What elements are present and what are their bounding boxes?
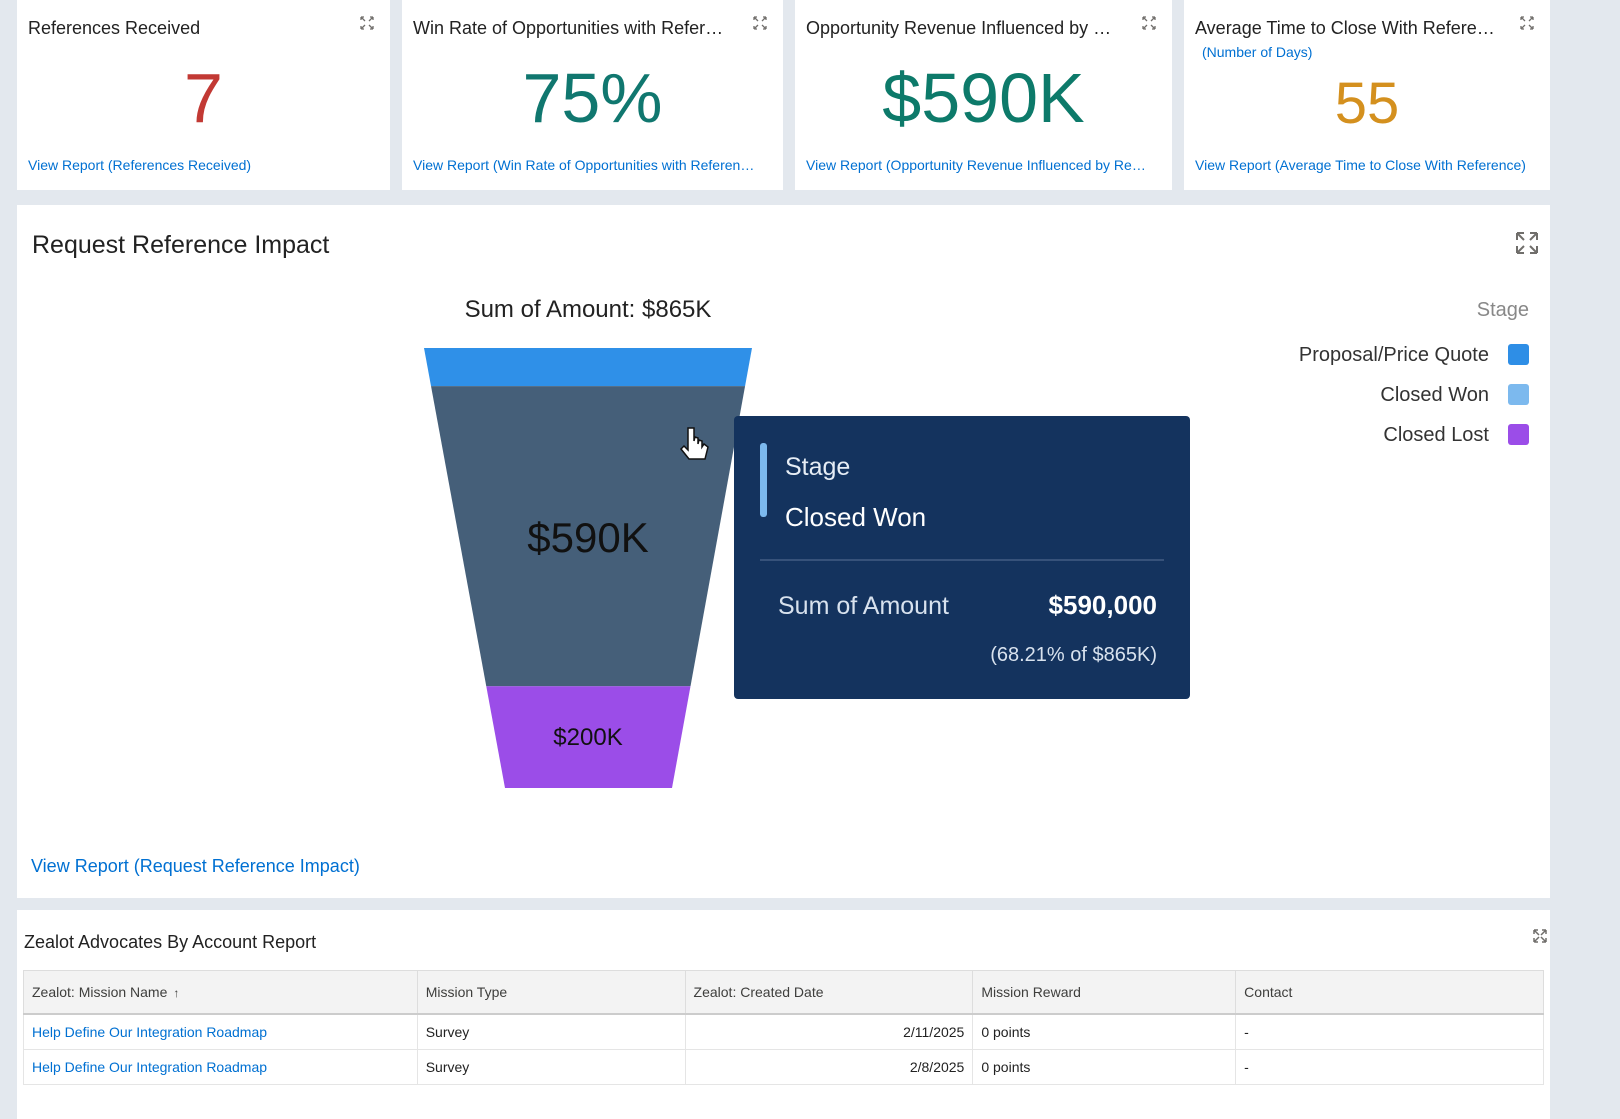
table-cell: 0 points	[972, 1049, 1237, 1085]
expand-glyph	[753, 16, 767, 30]
kpi-link[interactable]: View Report (Average Time to Close With …	[1195, 157, 1526, 173]
legend-swatch[interactable]	[1508, 344, 1529, 365]
tooltip-stage: Closed Won	[785, 502, 926, 532]
kpi-link[interactable]: View Report (Opportunity Revenue Influen…	[806, 157, 1146, 173]
expand-icon[interactable]	[1514, 230, 1540, 256]
expand-glyph	[1520, 16, 1534, 30]
legend-label: Proposal/Price Quote	[1299, 344, 1489, 366]
table-cell: 2/8/2025	[684, 1049, 974, 1085]
kpi-card: Opportunity Revenue Influenced by … $590K…	[795, 0, 1172, 190]
column-header[interactable]: Mission Type	[416, 970, 686, 1015]
expand-icon[interactable]	[753, 16, 767, 30]
column-header[interactable]: Zealot: Mission Name ↑	[23, 970, 418, 1015]
total-label: Sum of Amount: $865K	[465, 296, 712, 323]
legend-title: Stage	[1477, 299, 1529, 321]
table-cell: 2/11/2025	[684, 1013, 974, 1050]
table-cell: Survey	[416, 1013, 686, 1050]
table-cell: Survey	[416, 1049, 686, 1085]
expand-icon[interactable]	[1520, 16, 1534, 30]
kpi-card: References Received 7 View Report (Referen…	[17, 0, 390, 190]
table-cell: -	[1235, 1049, 1544, 1085]
kpi-value: $590K	[882, 59, 1085, 137]
table-row: Help Define Our Integration Roadmap Surve…	[23, 1049, 1544, 1085]
funnel-segment[interactable]	[424, 348, 752, 387]
legend-label: Closed Lost	[1383, 424, 1489, 446]
kpi-title: Opportunity Revenue Influenced by …	[806, 18, 1112, 38]
expand-icon[interactable]	[1532, 928, 1548, 944]
report-link[interactable]: View Report (Request Reference Impact)	[31, 856, 360, 876]
kpi-card: Win Rate of Opportunities with Refer… 75%…	[402, 0, 783, 190]
table-body: Help Define Our Integration Roadmap Surve…	[23, 1013, 1544, 1085]
column-header[interactable]: Zealot: Created Date	[684, 970, 974, 1015]
column-header[interactable]: Mission Reward	[972, 970, 1237, 1015]
kpi-subtitle: (Number of Days)	[1202, 44, 1313, 60]
kpi-link[interactable]: View Report (References Received)	[28, 157, 252, 173]
funnel-segment[interactable]	[431, 386, 746, 687]
segment-label: $200K	[553, 724, 622, 751]
segment-label: $590K	[527, 514, 648, 561]
tooltip-amount: $590,000	[1049, 590, 1157, 620]
table-cell: 0 points	[972, 1013, 1237, 1050]
kpi-value: 75%	[522, 59, 663, 137]
funnel-segment[interactable]	[486, 686, 691, 788]
expand-icon[interactable]	[360, 16, 374, 30]
expand-glyph	[360, 16, 374, 30]
expand-icon[interactable]	[1142, 16, 1156, 30]
panel-title: Request Reference Impact	[32, 231, 330, 259]
header-row: Zealot: Mission Name ↑ Mission Type Zealot:…	[23, 970, 1544, 1015]
table-cell: -	[1235, 1013, 1544, 1050]
legend-swatch[interactable]	[1508, 384, 1529, 405]
kpi-title: References Received	[28, 18, 201, 38]
tooltip-measure: Sum of Amount	[778, 592, 949, 620]
column-header[interactable]: Contact	[1235, 970, 1544, 1015]
tooltip-share: (68.21% of $865K)	[990, 644, 1157, 666]
kpi-value: 55	[1334, 71, 1400, 136]
report-table: Zealot: Mission Name ↑ Mission Type Zealot:…	[23, 970, 1544, 1085]
kpi-card: Average Time to Close With Refere… (Numbe…	[1184, 0, 1550, 190]
tooltip-label: Stage	[785, 453, 850, 481]
kpi-title: Average Time to Close With Refere…	[1195, 18, 1495, 38]
kpi-title: Win Rate of Opportunities with Refer…	[413, 18, 724, 38]
tooltip-box	[734, 416, 1190, 699]
legend-swatch[interactable]	[1508, 424, 1529, 445]
table-row: Help Define Our Integration Roadmap Surve…	[23, 1013, 1544, 1050]
expand-glyph	[1142, 16, 1156, 30]
funnel-chart: Sum of Amount: $865K Proposal/Price Quote…	[424, 296, 1529, 788]
kpi-link[interactable]: View Report (Win Rate of Opportunities w…	[413, 157, 755, 173]
legend-label: Closed Won	[1380, 384, 1489, 406]
table-cell[interactable]: Help Define Our Integration Roadmap	[23, 1049, 418, 1085]
sort-arrow: ↑	[173, 986, 180, 1000]
cursor	[679, 427, 709, 460]
table-title: Zealot Advocates By Account Report	[24, 932, 317, 952]
kpi-value: 7	[184, 59, 223, 137]
table-cell[interactable]: Help Define Our Integration Roadmap	[23, 1013, 418, 1050]
tooltip-accent	[760, 443, 767, 517]
